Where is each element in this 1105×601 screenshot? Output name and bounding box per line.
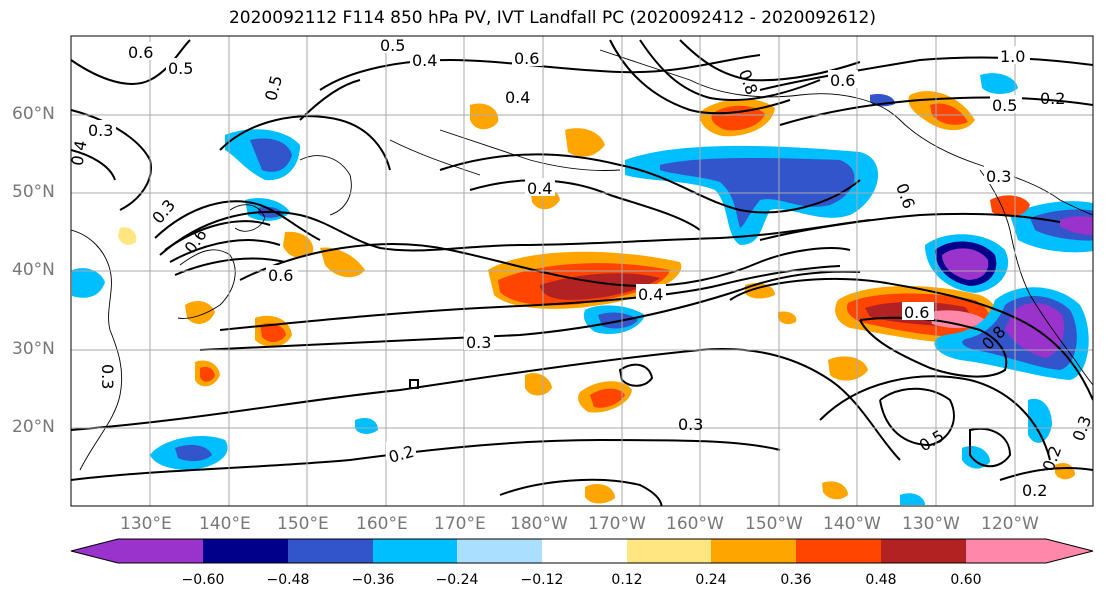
colorbar-segment <box>118 539 203 563</box>
contour-label: 0.6 <box>830 71 855 90</box>
map-title: 2020092112 F114 850 hPa PV, IVT Landfall… <box>228 8 876 28</box>
map-border <box>70 35 1094 507</box>
contour-label: 0.4 <box>67 139 90 167</box>
lat-label: 50°N <box>12 182 55 202</box>
lat-label: 30°N <box>12 339 55 359</box>
contour-label: 0.5 <box>380 36 405 55</box>
lon-label: 150°W <box>745 514 803 534</box>
lon-label: 160°W <box>666 514 724 534</box>
colorbar-segment <box>288 539 373 563</box>
lon-label: 120°W <box>981 514 1039 534</box>
colorbar-segment <box>966 539 1046 563</box>
lon-label: 150°E <box>277 514 329 534</box>
lat-label: 40°N <box>12 260 55 280</box>
colorbar-segment <box>457 539 542 563</box>
colorbar-tick-label: 0.48 <box>865 572 897 588</box>
colorbar-segment <box>1046 539 1093 563</box>
lon-label: 130°W <box>902 514 960 534</box>
ivt-contours <box>71 39 1093 506</box>
lon-label: 170°W <box>588 514 646 534</box>
colorbar-segment <box>796 539 881 563</box>
colorbar-segment <box>627 539 711 563</box>
colorbar-segment <box>203 539 288 563</box>
lon-label: 180°W <box>510 514 568 534</box>
contour-label: 0.3 <box>466 333 491 352</box>
lon-label: 170°E <box>434 514 486 534</box>
contour-label: 0.6 <box>128 43 153 62</box>
contour-label: 0.4 <box>505 88 530 107</box>
gridlines <box>71 36 1093 506</box>
colorbar-tick-label: 0.60 <box>950 572 982 588</box>
contour-label: 0.4 <box>527 179 552 198</box>
colorbar-tick-label: 0.36 <box>780 572 812 588</box>
colorbar-segment <box>542 539 627 563</box>
colorbar-tick-label: 0.24 <box>695 572 727 588</box>
contour-label: 0.2 <box>1040 89 1065 108</box>
contour-label: 1.0 <box>1000 47 1025 66</box>
colorbar-segment <box>71 539 118 563</box>
contour-label: 0.5 <box>168 59 193 78</box>
lon-label: 140°W <box>823 514 881 534</box>
contour-label: 0.6 <box>904 303 929 322</box>
colorbar-tick-label: −0.24 <box>435 572 479 588</box>
colorbar-segment <box>373 539 457 563</box>
contour-label: 0.2 <box>1022 481 1047 500</box>
contour-label: 0.3 <box>986 167 1011 186</box>
lat-label: 20°N <box>12 417 55 437</box>
colorbar-segment <box>881 539 966 563</box>
colorbar <box>70 538 1094 564</box>
colorbar-tick-label: −0.48 <box>266 572 310 588</box>
colorbar-tick-label: −0.60 <box>181 572 225 588</box>
contour-label: 0.4 <box>412 51 437 70</box>
colorbar-tick-label: 0.12 <box>611 572 643 588</box>
lon-label: 130°E <box>120 514 172 534</box>
contour-label: 0.4 <box>638 285 663 304</box>
colorbar-outline <box>70 538 1094 564</box>
contour-label: 0.3 <box>88 121 113 140</box>
contour-label: 0.3 <box>98 364 117 389</box>
lon-label: 160°E <box>356 514 408 534</box>
colorbar-tick-label: −0.12 <box>520 572 564 588</box>
lon-label: 140°E <box>199 514 251 534</box>
lat-label: 60°N <box>12 104 55 124</box>
map-content: 0.6 0.5 0.5 0.4 0.6 0.4 0.8 0.6 1.0 0.5 … <box>67 36 1093 506</box>
colorbar-segment <box>711 539 796 563</box>
contour-label: 0.6 <box>268 266 293 285</box>
coastlines <box>71 49 1093 471</box>
colorbar-tick-label: −0.36 <box>351 572 395 588</box>
contour-label: 0.6 <box>514 49 539 68</box>
contour-label: 0.5 <box>992 96 1017 115</box>
contour-label: 0.3 <box>678 415 703 434</box>
